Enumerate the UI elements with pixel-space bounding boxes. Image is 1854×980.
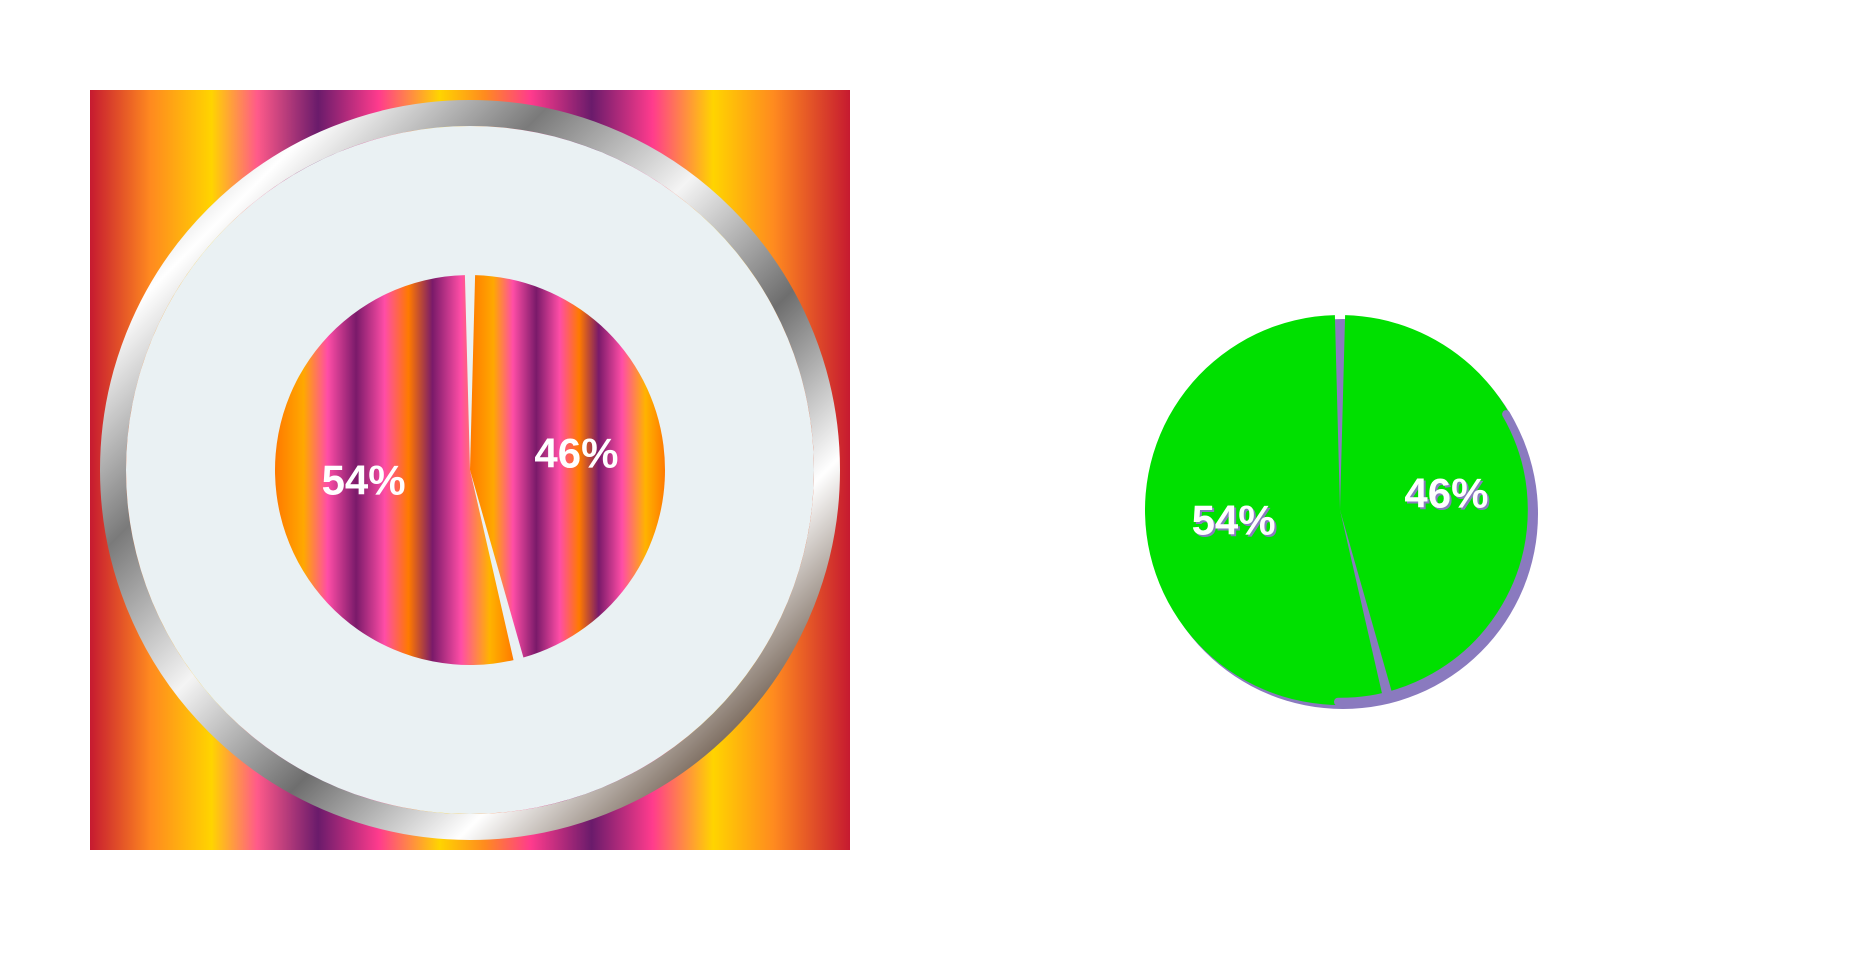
left-label-46: 46% (534, 430, 618, 477)
left-label-54: 54% (322, 457, 406, 504)
canvas: 54% 46% 54% 54% 46% 46% (0, 0, 1854, 980)
left-pie-svg: 54% 46% (90, 90, 850, 850)
right-label-54: 54% (1192, 497, 1276, 544)
right-pie-panel: 54% 54% 46% 46% (1130, 300, 1550, 720)
right-pie-svg: 54% 54% 46% 46% (1130, 300, 1550, 720)
right-label-46: 46% (1404, 470, 1488, 517)
left-pie-panel: 54% 46% (90, 90, 850, 850)
